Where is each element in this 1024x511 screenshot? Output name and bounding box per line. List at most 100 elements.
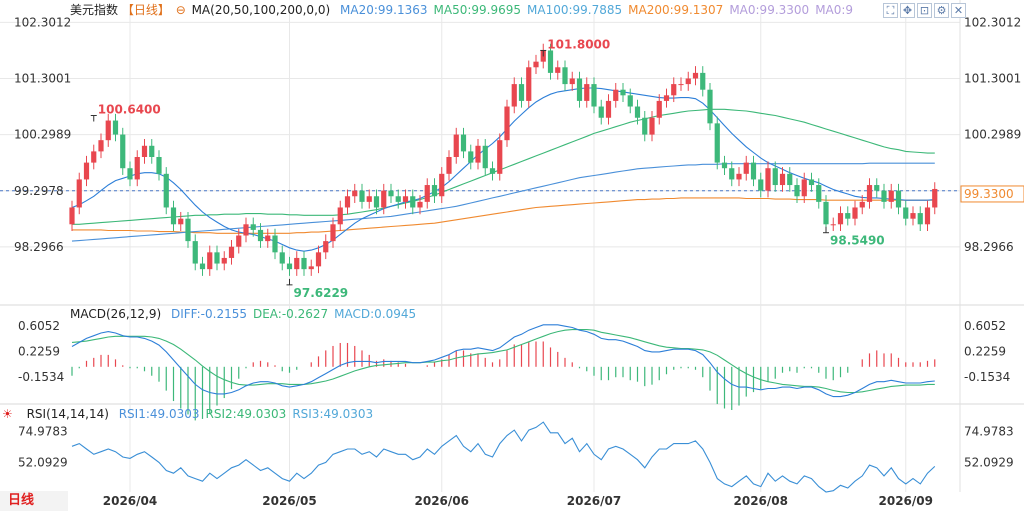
candle-body xyxy=(228,246,235,258)
candle-body xyxy=(642,117,648,135)
candle-body xyxy=(453,134,459,157)
macd-legend: MACD(26,12,9) DIFF:-0.2155 DEA:-0.2627 MAC… xyxy=(70,306,428,322)
candle-body xyxy=(620,89,626,96)
visibility-toggle-icon[interactable]: ⊖ xyxy=(175,3,186,17)
rsi-line xyxy=(71,421,936,493)
macd-params: MACD(26,12,9) xyxy=(70,307,162,321)
candle-body xyxy=(845,213,851,219)
candle-body xyxy=(576,78,583,101)
candle-body xyxy=(729,168,735,180)
ma-value-3: MA200:99.1307 xyxy=(628,3,724,17)
candle-body xyxy=(787,173,793,186)
candle-body xyxy=(236,235,242,247)
rsi-gear-icon[interactable]: ☀ xyxy=(2,407,13,421)
candle-body xyxy=(555,67,561,73)
candle-body xyxy=(591,84,597,107)
price-tick-right: 100.2989 xyxy=(964,128,1021,142)
price-tick-left: 101.3001 xyxy=(14,71,71,85)
candle-body xyxy=(439,173,445,197)
fullscreen-icon[interactable]: ⛶ xyxy=(883,3,898,18)
axes: 102.3012 102.3012 101.3001 101.3001 100.2989… xyxy=(14,15,1024,508)
rsi-value-0: RSI1:49.0303 xyxy=(118,407,200,421)
x-axis-label: 2026/09 xyxy=(879,494,933,508)
candle-body xyxy=(199,263,206,270)
annotation-label: 97.6229 xyxy=(294,286,349,300)
candle-body xyxy=(700,72,706,90)
candle-body xyxy=(308,266,314,270)
macd-values: DIFF:-0.2155 DEA:-0.2627 MACD:0.0945 xyxy=(171,307,422,321)
candle-body xyxy=(127,168,133,180)
rsi-value-1: RSI2:49.0303 xyxy=(205,407,287,421)
candle-body xyxy=(207,252,213,270)
candle-body xyxy=(214,252,220,264)
candle-body xyxy=(772,168,778,186)
candle-body xyxy=(98,140,104,152)
candle-body xyxy=(903,207,909,219)
zoom-icon[interactable]: ⊡ xyxy=(917,3,932,18)
ma-value-5: MA0:9 xyxy=(815,3,854,17)
candle-body xyxy=(120,134,126,169)
candle-body xyxy=(468,151,474,163)
rsi-tick-right: 74.9783 xyxy=(964,425,1014,439)
settings-icon[interactable]: ⚙ xyxy=(934,3,949,18)
candle-body xyxy=(388,190,394,197)
candle-body xyxy=(192,241,198,264)
price-tick-right: 102.3012 xyxy=(964,15,1021,29)
candle-body xyxy=(910,213,916,219)
ma-values: MA20:99.1363 MA50:99.9695 MA100:99.7885 MA2… xyxy=(340,3,859,17)
candle-body xyxy=(663,95,670,101)
candle-body xyxy=(366,196,372,202)
close-icon[interactable]: ✕ xyxy=(951,3,966,18)
symbol-title: 美元指数 xyxy=(70,3,119,17)
annotation-label: 98.5490 xyxy=(830,234,885,248)
candle-body xyxy=(932,188,938,208)
ma-value-0: MA20:99.1363 xyxy=(340,3,428,17)
candle-body xyxy=(866,185,873,202)
ma20-line xyxy=(71,87,935,252)
move-icon[interactable]: ✥ xyxy=(900,3,915,18)
candle-body xyxy=(279,252,285,264)
candle-body xyxy=(924,207,931,225)
ma-value-1: MA50:99.9695 xyxy=(433,3,522,17)
candle-body xyxy=(163,173,169,208)
candle-body xyxy=(250,224,256,230)
candle-body xyxy=(678,84,684,86)
candle-body xyxy=(765,168,771,191)
candle-body xyxy=(330,224,336,242)
candle-body xyxy=(721,162,728,169)
ma-value-2: MA100:99.7885 xyxy=(527,3,623,17)
candle-body xyxy=(692,72,699,79)
candle-body xyxy=(605,100,612,118)
candle-body xyxy=(874,185,880,191)
period-tab-daily[interactable]: 日线 xyxy=(0,491,68,511)
macd-value-2: MACD:0.0945 xyxy=(334,307,417,321)
rsi-params: RSI(14,14,14) xyxy=(26,407,109,421)
candle-body xyxy=(337,207,343,225)
candle-body xyxy=(547,50,554,73)
candle-body xyxy=(881,190,887,202)
current-price-label: 99.3300 xyxy=(964,187,1014,201)
candle-body xyxy=(671,84,677,96)
candle-body xyxy=(859,201,865,208)
candle-body xyxy=(497,140,503,174)
candle-body xyxy=(69,207,75,225)
x-axis-label: 2026/05 xyxy=(262,494,316,508)
x-axis-label: 2026/07 xyxy=(567,494,621,508)
candle-body xyxy=(852,207,858,219)
rsi-values: RSI1:49.0303 RSI2:49.0303 RSI3:49.0303 xyxy=(119,407,379,421)
macd-diff-line xyxy=(71,324,935,398)
candle-body xyxy=(598,106,604,118)
candle-body xyxy=(917,213,923,225)
period-label: 【日线】 xyxy=(121,3,170,17)
candle-body xyxy=(584,84,590,101)
macd-tick-left: 0.6052 xyxy=(18,319,60,333)
candle-body xyxy=(373,196,380,208)
candlesticks xyxy=(69,43,938,276)
ma100-line xyxy=(71,162,935,242)
macd-dea-line xyxy=(71,329,935,394)
candle-body xyxy=(178,218,184,225)
ma-value-4: MA0:99.3300 xyxy=(729,3,810,17)
candle-body xyxy=(685,78,691,85)
price-tick-left: 99.2978 xyxy=(14,184,64,198)
